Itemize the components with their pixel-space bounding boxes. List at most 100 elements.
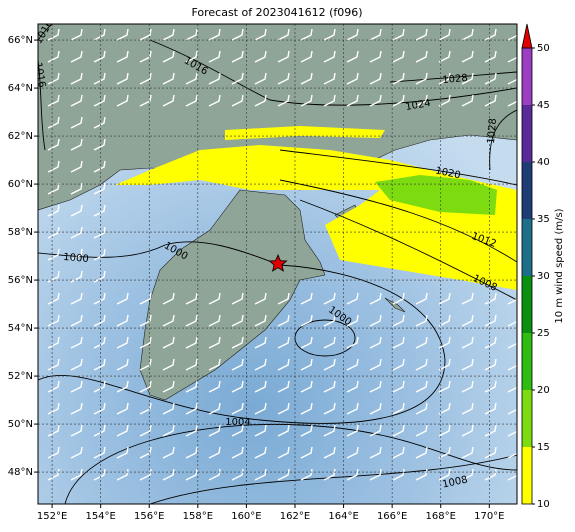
wind-barb	[346, 72, 359, 85]
wind-barb	[415, 72, 428, 85]
wind-barb	[392, 50, 405, 63]
wind-barb	[369, 336, 382, 349]
wind-barb	[116, 72, 129, 85]
wind-barb	[231, 358, 244, 371]
wind-barb	[346, 468, 359, 481]
wind-barb	[116, 28, 129, 41]
wind-barb	[70, 72, 83, 85]
wind-barb	[208, 468, 221, 481]
wind-barb	[484, 424, 497, 437]
wind-barb	[415, 402, 428, 415]
colorbar-tick-label: 45	[537, 100, 550, 111]
wind-barb	[116, 424, 129, 437]
wind-barb	[507, 100, 517, 107]
wind-barb	[93, 292, 106, 305]
wind-barb	[208, 72, 221, 85]
wind-barb	[185, 336, 198, 349]
wind-barb	[392, 292, 405, 305]
wind-barb	[300, 292, 313, 305]
wind-barb	[507, 34, 517, 41]
wind-barb	[208, 314, 221, 327]
wind-barb	[93, 28, 106, 41]
contour-label: 1028	[442, 73, 468, 86]
wind-barb	[484, 468, 497, 481]
wind-barb	[254, 94, 267, 107]
y-tick-label: 50°N	[8, 419, 33, 430]
wind-barb	[438, 72, 451, 85]
wind-barb	[47, 446, 60, 459]
wind-barb	[484, 358, 497, 371]
wind-barb	[93, 336, 106, 349]
wind-barb	[70, 424, 83, 437]
colorbar-tick-label: 10	[537, 499, 550, 510]
wind-barb	[277, 446, 290, 459]
graticule	[38, 24, 517, 504]
wind-barb	[139, 94, 152, 107]
wind-barb	[461, 28, 474, 41]
wind-barb	[47, 336, 60, 349]
colorbar-extend	[521, 23, 533, 49]
map-frame	[37, 23, 518, 505]
wind-barb	[139, 50, 152, 63]
wind-barb	[507, 430, 517, 437]
wind-barb	[323, 94, 336, 107]
wind-barb	[93, 182, 106, 195]
wind-barb	[346, 94, 359, 107]
wind-barb	[438, 424, 451, 437]
wind-barb	[93, 314, 106, 327]
wind-barb	[392, 336, 405, 349]
wind-barb	[300, 314, 313, 327]
wind-barb	[438, 402, 451, 415]
wind-barb	[185, 380, 198, 393]
colorbar-segment	[522, 333, 532, 390]
wind-barb	[231, 72, 244, 85]
wind-barb	[323, 446, 336, 459]
wind-barb	[93, 402, 106, 415]
y-tick-label: 54°N	[8, 323, 33, 334]
wind-barb	[323, 424, 336, 437]
wind-barb	[415, 468, 428, 481]
x-tick-label: 158°E	[183, 511, 213, 522]
wind-barb	[507, 320, 517, 327]
wind-barb	[461, 72, 474, 85]
wind-barb	[208, 94, 221, 107]
wind-barb	[346, 28, 359, 41]
wind-barb	[162, 292, 175, 305]
wind-barb	[162, 28, 175, 41]
wind-barb	[369, 28, 382, 41]
wind-barb	[415, 314, 428, 327]
y-tick-label: 60°N	[8, 179, 33, 190]
wind-barb	[323, 72, 336, 85]
wind-barb	[438, 292, 451, 305]
wind-barb	[484, 402, 497, 415]
x-tick-label: 164°E	[328, 511, 358, 522]
wind-barb	[185, 314, 198, 327]
y-tick-label: 66°N	[8, 35, 33, 46]
y-tick-label: 52°N	[8, 371, 33, 382]
wind-barb	[323, 402, 336, 415]
wind-barb	[162, 446, 175, 459]
wind-barb	[323, 336, 336, 349]
wind-barb	[392, 72, 405, 85]
wind-barb	[484, 72, 497, 85]
wind-barb	[162, 72, 175, 85]
wind-barb	[93, 380, 106, 393]
wind-barb	[93, 468, 106, 481]
wind-barb	[70, 182, 83, 195]
wind-barb	[369, 358, 382, 371]
wind-barb	[392, 358, 405, 371]
wind-barb	[70, 160, 83, 173]
wind-barb	[392, 424, 405, 437]
wind-barb	[277, 358, 290, 371]
colorbar-segment	[522, 390, 532, 447]
wind-barb	[208, 336, 221, 349]
wind-barb	[116, 336, 129, 349]
wind-barb	[300, 50, 313, 63]
wind-barb	[185, 94, 198, 107]
wind-barb	[438, 446, 451, 459]
wind-barb	[185, 292, 198, 305]
wind-barb	[369, 94, 382, 107]
contour-label: 1028	[486, 118, 499, 144]
wind-barb	[93, 160, 106, 173]
wind-barb	[507, 364, 517, 371]
